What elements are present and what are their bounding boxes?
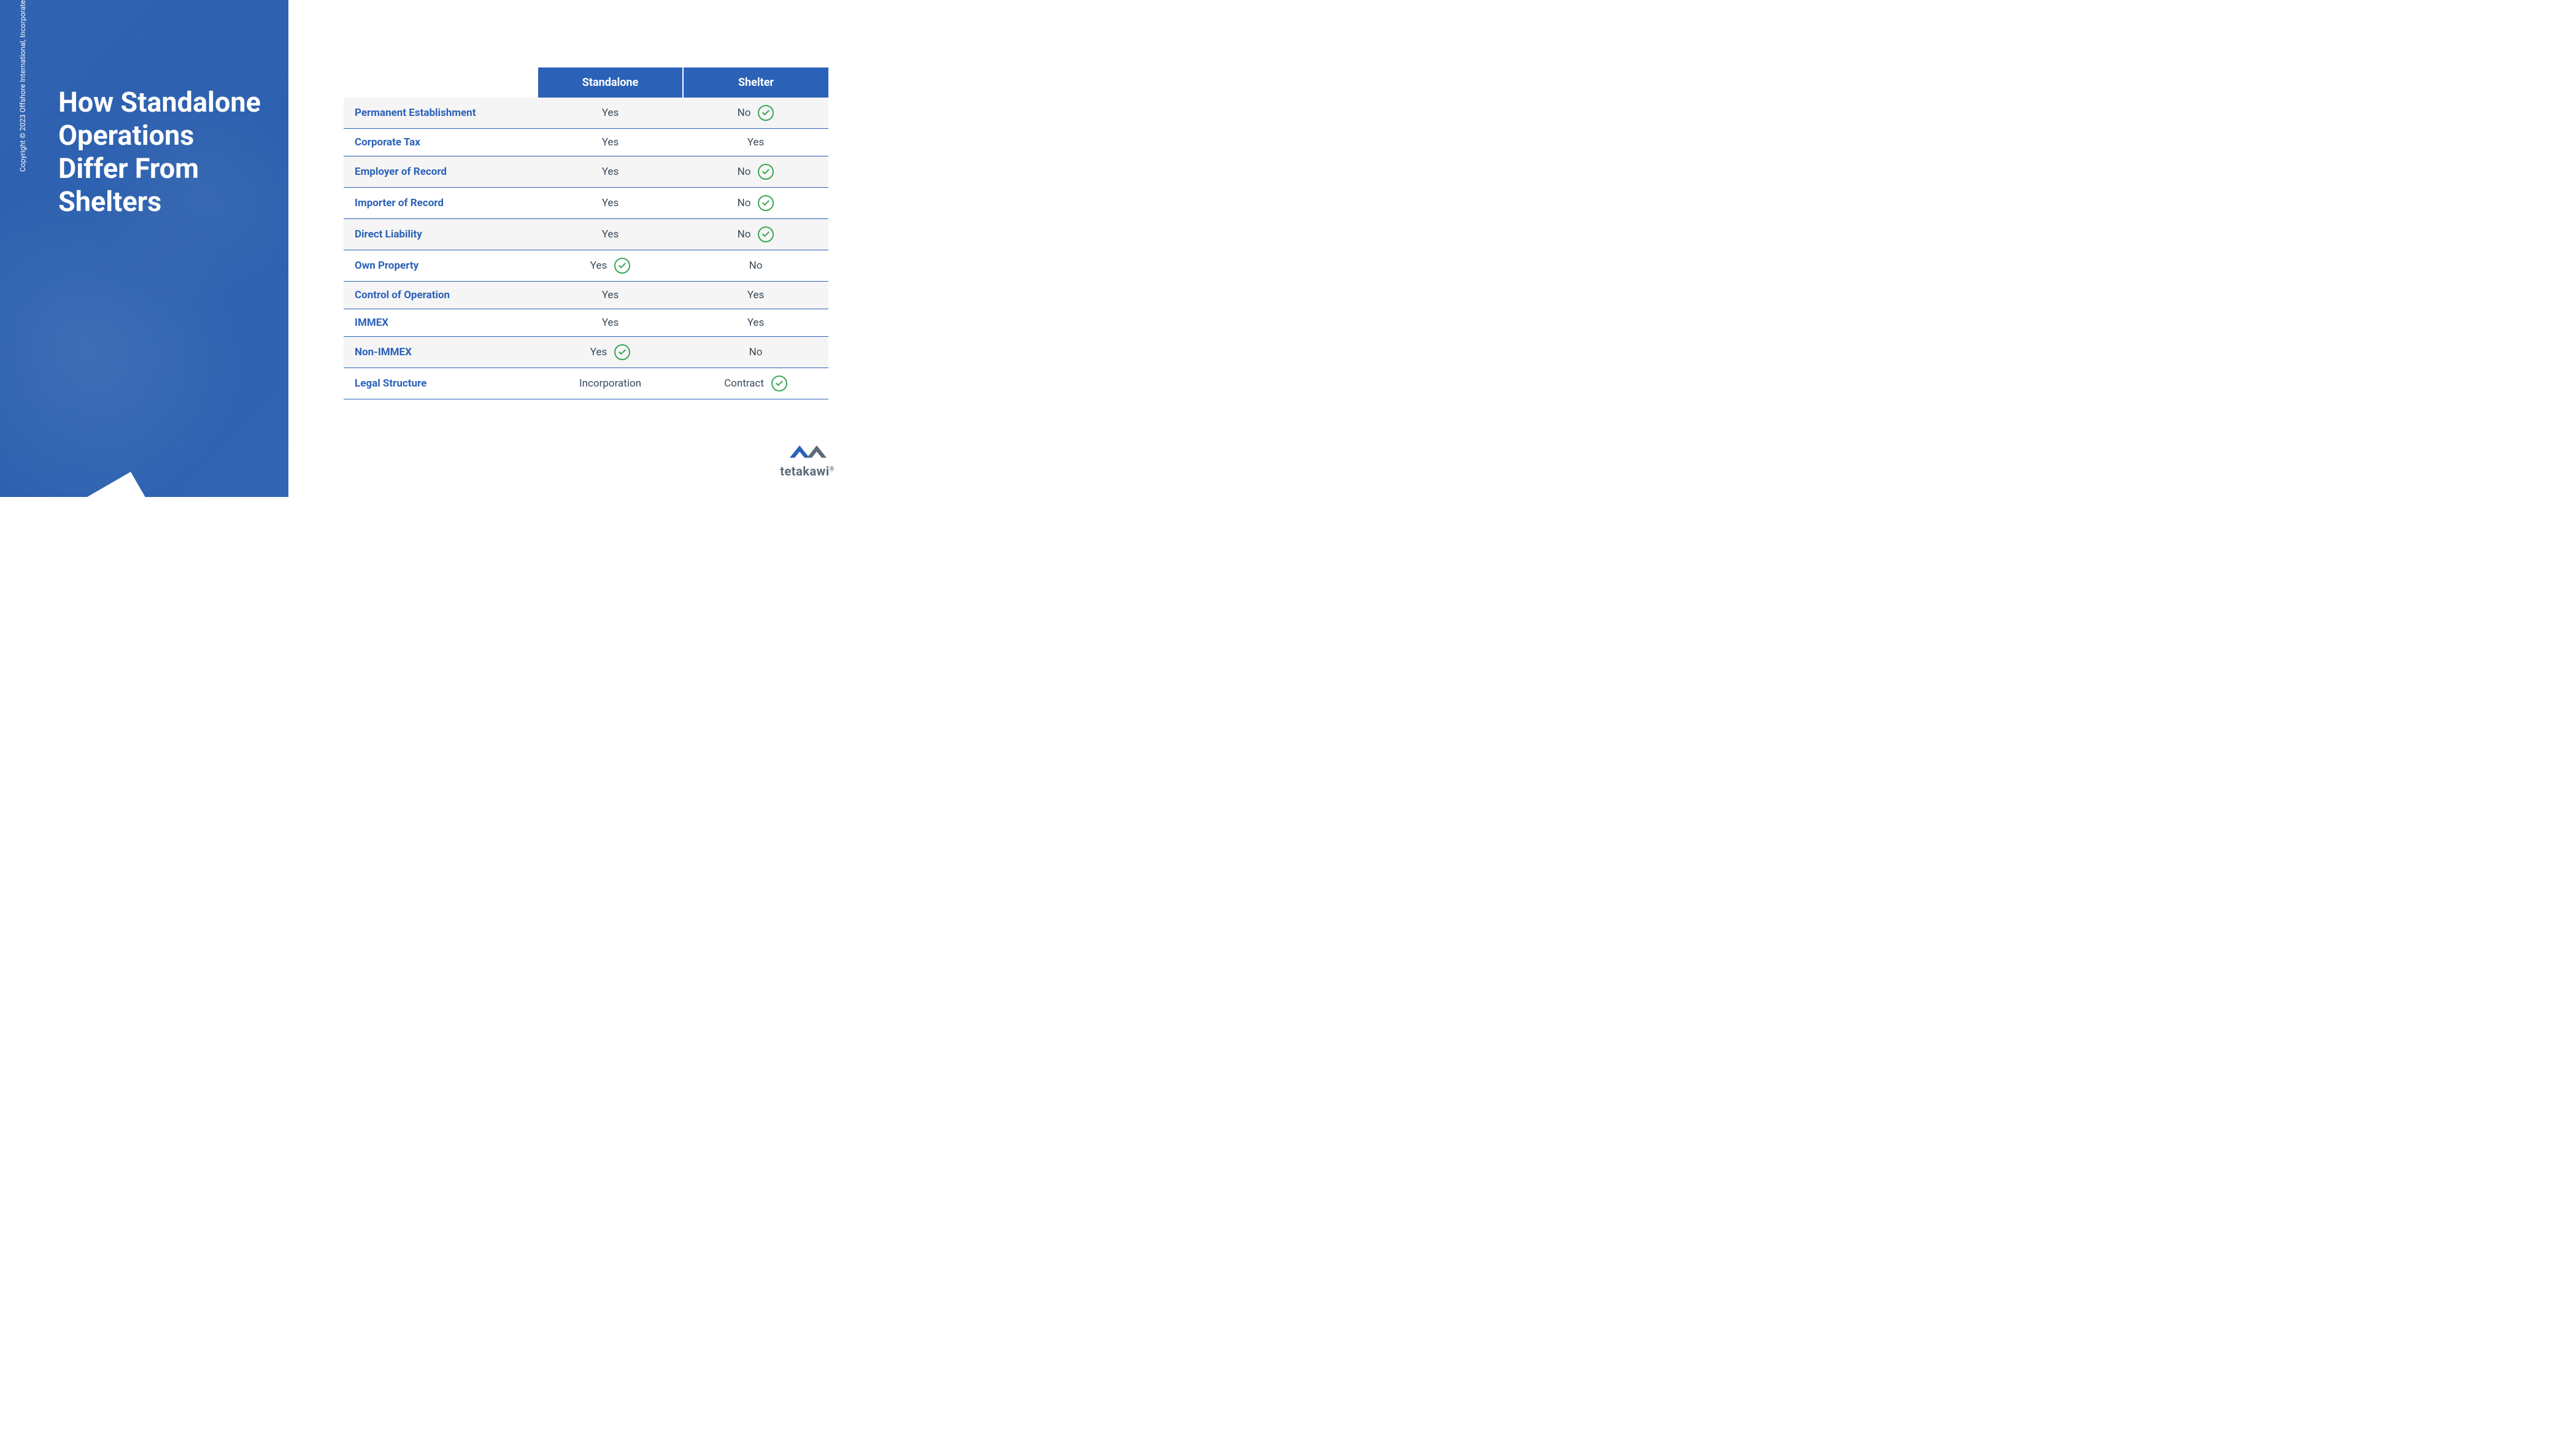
cell-text: Incorporation (579, 377, 641, 390)
table-row: Control of Operation Yes Yes (344, 282, 828, 309)
logo-registered-icon: ® (830, 466, 835, 472)
table-row: IMMEX Yes Yes (344, 309, 828, 337)
standalone-value: Yes (538, 282, 683, 309)
cell-text: Contract (724, 377, 764, 390)
check-icon (758, 195, 774, 211)
cell-text: Yes (602, 197, 619, 209)
comparison-table: Standalone Shelter Permanent Establishme… (344, 67, 828, 399)
cell-text: Yes (602, 228, 619, 241)
table-row: Importer of Record Yes No (344, 188, 828, 219)
row-label: Direct Liability (344, 219, 538, 250)
cell-text: No (738, 107, 751, 119)
title-line: Differ From (58, 152, 199, 185)
row-label: Corporate Tax (344, 129, 538, 156)
logo-name: tetakawi (780, 464, 829, 479)
standalone-value: Yes (538, 250, 683, 282)
cell-text: Yes (602, 166, 619, 178)
cell-text: Yes (590, 260, 607, 272)
table-row: Direct Liability Yes No (344, 219, 828, 250)
copyright-text: Copyright © 2023 Offshore International,… (18, 0, 27, 172)
standalone-value: Yes (538, 156, 683, 188)
row-label: Importer of Record (344, 188, 538, 219)
cell-text: No (738, 166, 751, 178)
shelter-value: Contract (683, 368, 828, 399)
table-row: Permanent Establishment Yes No (344, 98, 828, 129)
shelter-value: No (683, 250, 828, 282)
standalone-value: Yes (538, 188, 683, 219)
table-row: Own Property Yes No (344, 250, 828, 282)
row-label: Permanent Establishment (344, 98, 538, 129)
check-icon (758, 164, 774, 180)
shelter-value: No (683, 337, 828, 368)
title-line: Shelters (58, 185, 161, 218)
slide: Copyright © 2023 Offshore International,… (0, 0, 884, 497)
brand-logo: tetakawi® (780, 439, 835, 479)
check-icon (758, 105, 774, 121)
row-label: Own Property (344, 250, 538, 282)
logo-mark-icon (786, 439, 829, 461)
standalone-value: Yes (538, 219, 683, 250)
cell-text: Yes (747, 136, 764, 148)
standalone-value: Yes (538, 309, 683, 337)
row-label: IMMEX (344, 309, 538, 337)
cell-text: No (738, 197, 751, 209)
right-panel: Standalone Shelter Permanent Establishme… (288, 0, 884, 497)
shelter-value: No (683, 156, 828, 188)
standalone-value: Yes (538, 98, 683, 129)
cell-text: Yes (747, 317, 764, 329)
table-row: Corporate Tax Yes Yes (344, 129, 828, 156)
shelter-value: Yes (683, 309, 828, 337)
title-line: How Standalone (58, 86, 261, 118)
row-label: Employer of Record (344, 156, 538, 188)
check-icon (614, 258, 630, 274)
row-label: Non-IMMEX (344, 337, 538, 368)
cell-text: Yes (747, 289, 764, 301)
row-label: Legal Structure (344, 368, 538, 399)
table-row: Legal Structure Incorporation Contract (344, 368, 828, 399)
standalone-value: Incorporation (538, 368, 683, 399)
cell-text: Yes (602, 317, 619, 329)
shelter-value: No (683, 98, 828, 129)
title-line: Operations (58, 119, 194, 152)
shelter-value: No (683, 188, 828, 219)
cell-text: Yes (590, 346, 607, 358)
shelter-value: Yes (683, 129, 828, 156)
standalone-value: Yes (538, 337, 683, 368)
table-row: Non-IMMEX Yes No (344, 337, 828, 368)
table-row: Employer of Record Yes No (344, 156, 828, 188)
standalone-value: Yes (538, 129, 683, 156)
check-icon (771, 375, 787, 391)
cell-text: No (749, 346, 763, 358)
check-icon (614, 344, 630, 360)
cell-text: No (738, 228, 751, 241)
cell-text: No (749, 260, 763, 272)
cell-text: Yes (602, 289, 619, 301)
decorative-corner-shape (35, 472, 149, 497)
check-icon (758, 226, 774, 242)
shelter-value: Yes (683, 282, 828, 309)
table-header-row: Standalone Shelter (344, 67, 828, 98)
table-header-standalone: Standalone (538, 67, 683, 98)
table-header-shelter: Shelter (683, 67, 828, 98)
row-label: Control of Operation (344, 282, 538, 309)
shelter-value: No (683, 219, 828, 250)
cell-text: Yes (602, 107, 619, 119)
cell-text: Yes (602, 136, 619, 148)
left-panel: Copyright © 2023 Offshore International,… (0, 0, 288, 497)
table-header-blank (344, 67, 538, 98)
logo-text: tetakawi® (780, 464, 835, 479)
slide-title: How Standalone Operations Differ From Sh… (58, 86, 261, 218)
